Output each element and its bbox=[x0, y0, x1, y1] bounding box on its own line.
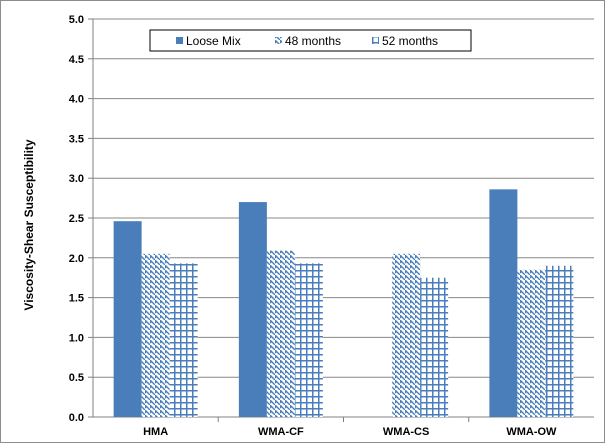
legend-label: Loose Mix bbox=[186, 34, 241, 48]
bar-52-months bbox=[294, 263, 323, 417]
x-tick-label: HMA bbox=[143, 426, 168, 438]
y-tick-label: 2.0 bbox=[69, 253, 84, 265]
legend-label: 48 months bbox=[285, 34, 341, 48]
bar-48-months bbox=[266, 250, 295, 417]
y-tick-label: 5.0 bbox=[69, 14, 84, 26]
legend-swatch bbox=[275, 37, 282, 44]
y-tick-label: 1.5 bbox=[69, 293, 84, 305]
x-tick-label: WMA-OW bbox=[506, 426, 557, 438]
legend-box bbox=[149, 29, 472, 52]
y-tick-label: 4.5 bbox=[69, 54, 84, 66]
legend-swatch bbox=[176, 37, 183, 44]
bar-48-months bbox=[141, 253, 170, 417]
y-tick-label: 1.0 bbox=[69, 332, 84, 344]
y-axis-label: Viscosity-Shear Susceptibility bbox=[22, 139, 36, 311]
y-tick-label: 2.5 bbox=[69, 213, 84, 225]
y-tick-labels: 0.0 0.5 1.0 1.5 2.0 2.5 3.0 3.5 4.0 4.5 5.0 bbox=[69, 14, 84, 424]
y-tick-label: 3.5 bbox=[69, 133, 84, 145]
bar-52-months bbox=[420, 277, 449, 417]
y-tick-label: 0.5 bbox=[69, 372, 84, 384]
y-tick-label: 4.0 bbox=[69, 94, 84, 106]
bar-52-months bbox=[169, 263, 198, 417]
legend-label: 52 months bbox=[382, 34, 438, 48]
x-tick-label: WMA-CS bbox=[383, 426, 429, 438]
bars bbox=[113, 189, 574, 417]
x-tick-labels: HMA WMA-CF WMA-CS WMA-OW bbox=[143, 426, 557, 438]
bar-loose-mix bbox=[113, 221, 142, 417]
legend-swatch bbox=[372, 37, 379, 44]
bar-loose-mix bbox=[238, 202, 267, 417]
bar-48-months bbox=[517, 269, 546, 417]
x-tick-label: WMA-CF bbox=[258, 426, 304, 438]
bar-48-months bbox=[392, 253, 421, 417]
legend: Loose Mix 48 months 52 months bbox=[149, 29, 472, 52]
bar-loose-mix bbox=[489, 189, 518, 417]
y-tick-label: 3.0 bbox=[69, 173, 84, 185]
bar-52-months bbox=[545, 265, 574, 417]
y-tick-label: 0.0 bbox=[69, 412, 84, 424]
